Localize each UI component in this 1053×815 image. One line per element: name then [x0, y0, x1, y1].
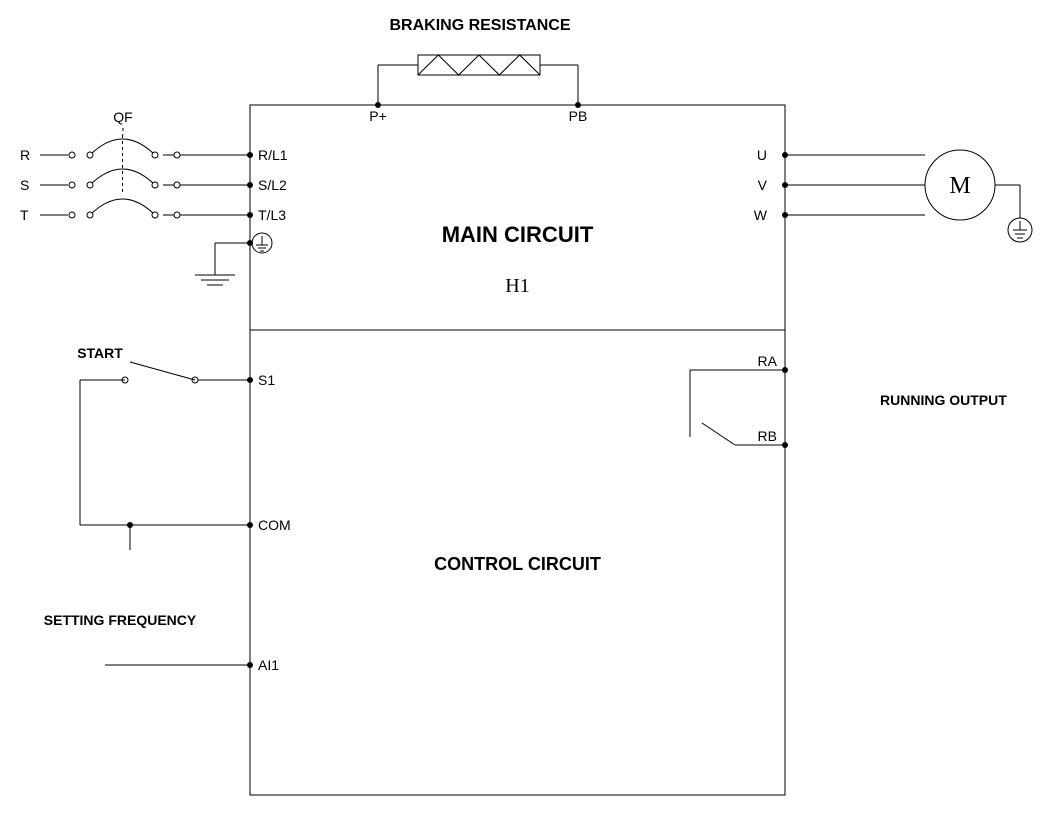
- p-plus-label: P+: [369, 108, 387, 124]
- term-T-L3: T/L3: [258, 207, 286, 223]
- breaker-arc-2: [90, 199, 155, 215]
- rb-label: RB: [758, 428, 777, 444]
- pb-label: PB: [569, 108, 588, 124]
- com-label: COM: [258, 517, 291, 533]
- term-W: W: [754, 207, 768, 223]
- ai1-label: AI1: [258, 657, 279, 673]
- h1-label: H1: [505, 275, 529, 297]
- term-V: V: [758, 177, 768, 193]
- main-circuit-title: MAIN CIRCUIT: [442, 222, 594, 247]
- setting-frequency-label: SETTING FREQUENCY: [44, 612, 197, 628]
- term-R-L1: R/L1: [258, 147, 288, 163]
- braking-title: BRAKING RESISTANCE: [389, 17, 570, 34]
- motor-label: M: [949, 173, 970, 199]
- ra-label: RA: [758, 353, 778, 369]
- qf-label: QF: [113, 109, 132, 125]
- resistor-zigzag: [418, 55, 540, 75]
- phase-label-T: T: [20, 207, 29, 223]
- s1-label: S1: [258, 372, 275, 388]
- control-circuit-title: CONTROL CIRCUIT: [434, 554, 601, 574]
- running-output-contact: [702, 423, 735, 445]
- running-output-label: RUNNING OUTPUT: [880, 392, 1007, 408]
- phase-label-R: R: [20, 147, 30, 163]
- circuit-diagram: MAIN CIRCUIT H1 CONTROL CIRCUIT BRAKING RES…: [0, 0, 1053, 815]
- main-box: [250, 105, 785, 795]
- start-switch: [130, 362, 195, 380]
- start-label: START: [77, 345, 123, 361]
- term-U: U: [757, 147, 767, 163]
- term-S-L2: S/L2: [258, 177, 287, 193]
- phase-label-S: S: [20, 177, 29, 193]
- resistor-box: [418, 55, 540, 75]
